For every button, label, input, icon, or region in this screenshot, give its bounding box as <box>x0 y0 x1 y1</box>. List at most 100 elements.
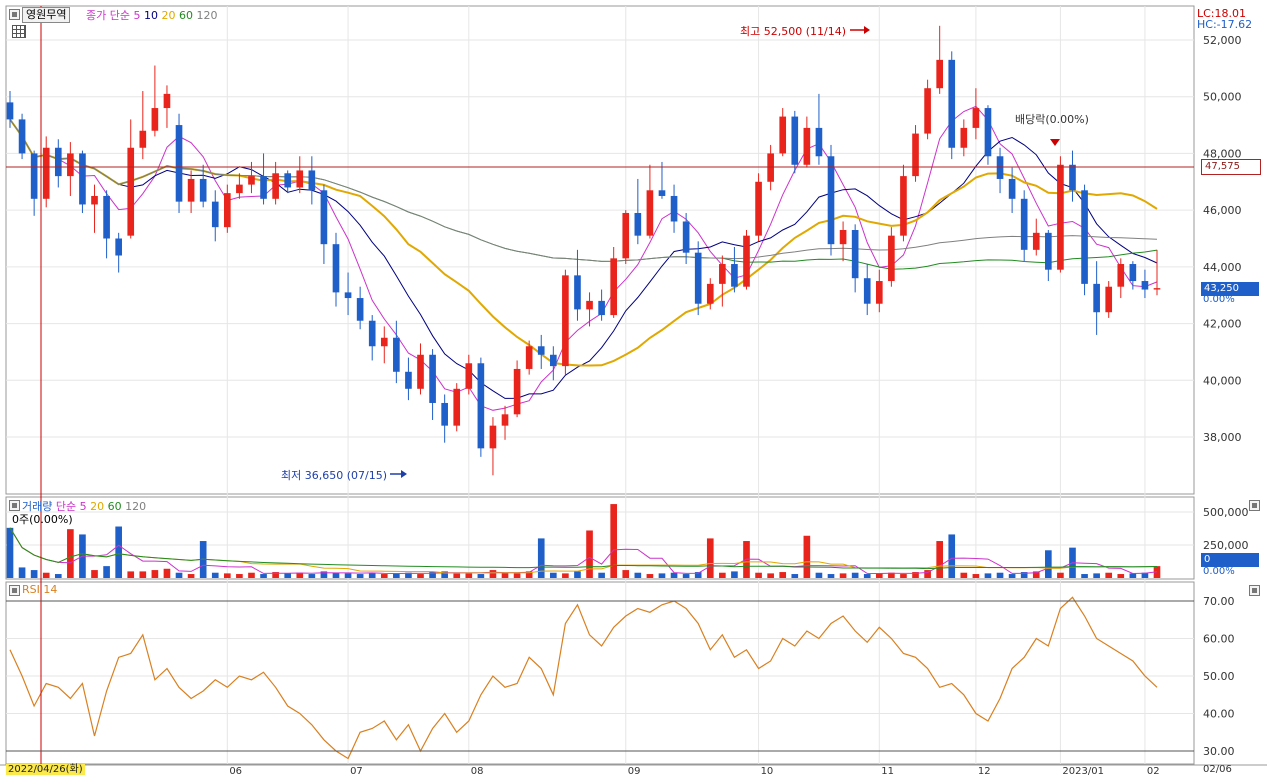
candle-body <box>1069 164 1076 191</box>
price-tick-label: 38,000 <box>1203 431 1242 444</box>
candle-body <box>562 275 569 367</box>
volume-bar <box>67 529 74 578</box>
volume-bar <box>308 574 316 578</box>
candle-body <box>453 388 461 426</box>
volume-bar <box>888 572 895 578</box>
volume-series <box>6 504 1161 578</box>
volume-bar <box>453 573 461 578</box>
volume-bar <box>586 530 593 578</box>
volume-bar <box>1020 572 1028 578</box>
volume-bar <box>1129 573 1137 578</box>
volume-label: 거래량 <box>22 500 53 513</box>
candle-body <box>513 368 521 415</box>
volume-bar <box>296 572 304 578</box>
month-tick-label: 09 <box>628 766 641 775</box>
candle-body <box>731 264 738 287</box>
candle-body <box>827 156 835 245</box>
candle-body <box>380 337 388 347</box>
candle-body <box>308 170 316 191</box>
grid-toggle-icon[interactable] <box>12 25 26 38</box>
candle-body <box>1032 232 1040 250</box>
volume-bar <box>598 572 605 578</box>
month-tick-label: 10 <box>761 766 774 775</box>
high-arrowhead-icon <box>864 26 870 34</box>
volume-bar <box>610 504 618 578</box>
candle-body <box>42 147 50 199</box>
ma-10-line <box>9 119 1158 399</box>
candle-body <box>1117 264 1125 287</box>
volume-bar <box>682 574 690 578</box>
candle-body <box>356 298 364 321</box>
rsi-pane-close-icon[interactable] <box>1249 585 1260 596</box>
volume-bar <box>332 572 340 578</box>
price-ma-legend: 종가 단순 5 10 20 60 120 <box>86 7 217 23</box>
candle-body <box>67 153 74 177</box>
month-tick-label: 02 <box>1147 766 1160 775</box>
volume-pane-menu-icon[interactable] <box>9 500 20 511</box>
candle-body <box>634 212 642 236</box>
volume-bar <box>405 572 412 578</box>
candle-body <box>18 119 26 154</box>
candle-body <box>417 354 424 389</box>
candle-body <box>719 264 726 284</box>
candle-body <box>598 300 605 316</box>
candle-body <box>489 425 497 449</box>
volume-bar <box>1045 550 1052 578</box>
candle-body <box>393 337 400 372</box>
volume-bar <box>429 572 436 578</box>
candle-body <box>610 258 618 316</box>
volume-bar <box>187 574 195 578</box>
volume-bar <box>1032 571 1040 578</box>
month-tick-label: 2023/01 <box>1062 766 1104 775</box>
candle-body <box>127 147 135 236</box>
dividend-marker-icon <box>1050 139 1060 146</box>
volume-bar <box>912 572 919 578</box>
candle-body <box>670 195 678 222</box>
candle-body <box>682 221 690 253</box>
stock-name-badge[interactable]: 영원무역 <box>22 7 71 23</box>
month-tick-label: 11 <box>881 766 894 775</box>
volume-bar <box>417 574 424 578</box>
rsi-line <box>9 596 1158 760</box>
candle-body <box>1020 198 1028 250</box>
volume-bar <box>175 572 183 578</box>
volume-bar <box>30 570 38 578</box>
candle-body <box>549 354 557 367</box>
volume-pane-close-icon[interactable] <box>1249 500 1260 511</box>
candlestick-series <box>6 25 1161 476</box>
volume-bar <box>706 538 714 578</box>
candle-body <box>839 229 847 245</box>
low-annotation: 최저 36,650 (07/15) <box>281 469 388 482</box>
candle-body <box>574 275 581 310</box>
candle-body <box>706 283 714 304</box>
volume-bar <box>1093 573 1100 578</box>
candle-body <box>1008 178 1016 199</box>
candle-body <box>924 88 931 134</box>
volume-bar <box>863 574 871 578</box>
pane-menu-icon[interactable] <box>9 9 20 20</box>
volume-bar <box>248 572 255 578</box>
candle-body <box>525 346 533 369</box>
price-tick-label: 48,000 <box>1203 147 1242 160</box>
volume-bar <box>1105 572 1113 578</box>
candle-body <box>622 212 630 259</box>
rsi-series <box>9 596 1158 760</box>
candle-body <box>272 173 279 199</box>
volume-bar <box>151 570 159 578</box>
y-axis-labels: 52,000 50,000 48,000 46,000 44,000 42,000 40,0… <box>1203 34 1249 758</box>
volume-bar <box>6 527 14 578</box>
price-tick-label: 44,000 <box>1203 261 1242 274</box>
rsi-pane-menu-icon[interactable] <box>9 585 20 596</box>
vol-ma-120-label: 120 <box>125 500 147 513</box>
volume-bar <box>634 572 642 578</box>
volume-bar <box>91 570 98 578</box>
volume-bar <box>574 571 581 578</box>
volume-bar <box>54 574 62 578</box>
candle-body <box>211 201 219 228</box>
ma-120-label: 120 <box>196 9 218 22</box>
volume-bar <box>1117 574 1125 578</box>
volume-bar <box>839 573 847 578</box>
candle-body <box>441 402 448 426</box>
candle-body <box>320 190 328 245</box>
candle-body <box>755 181 762 236</box>
